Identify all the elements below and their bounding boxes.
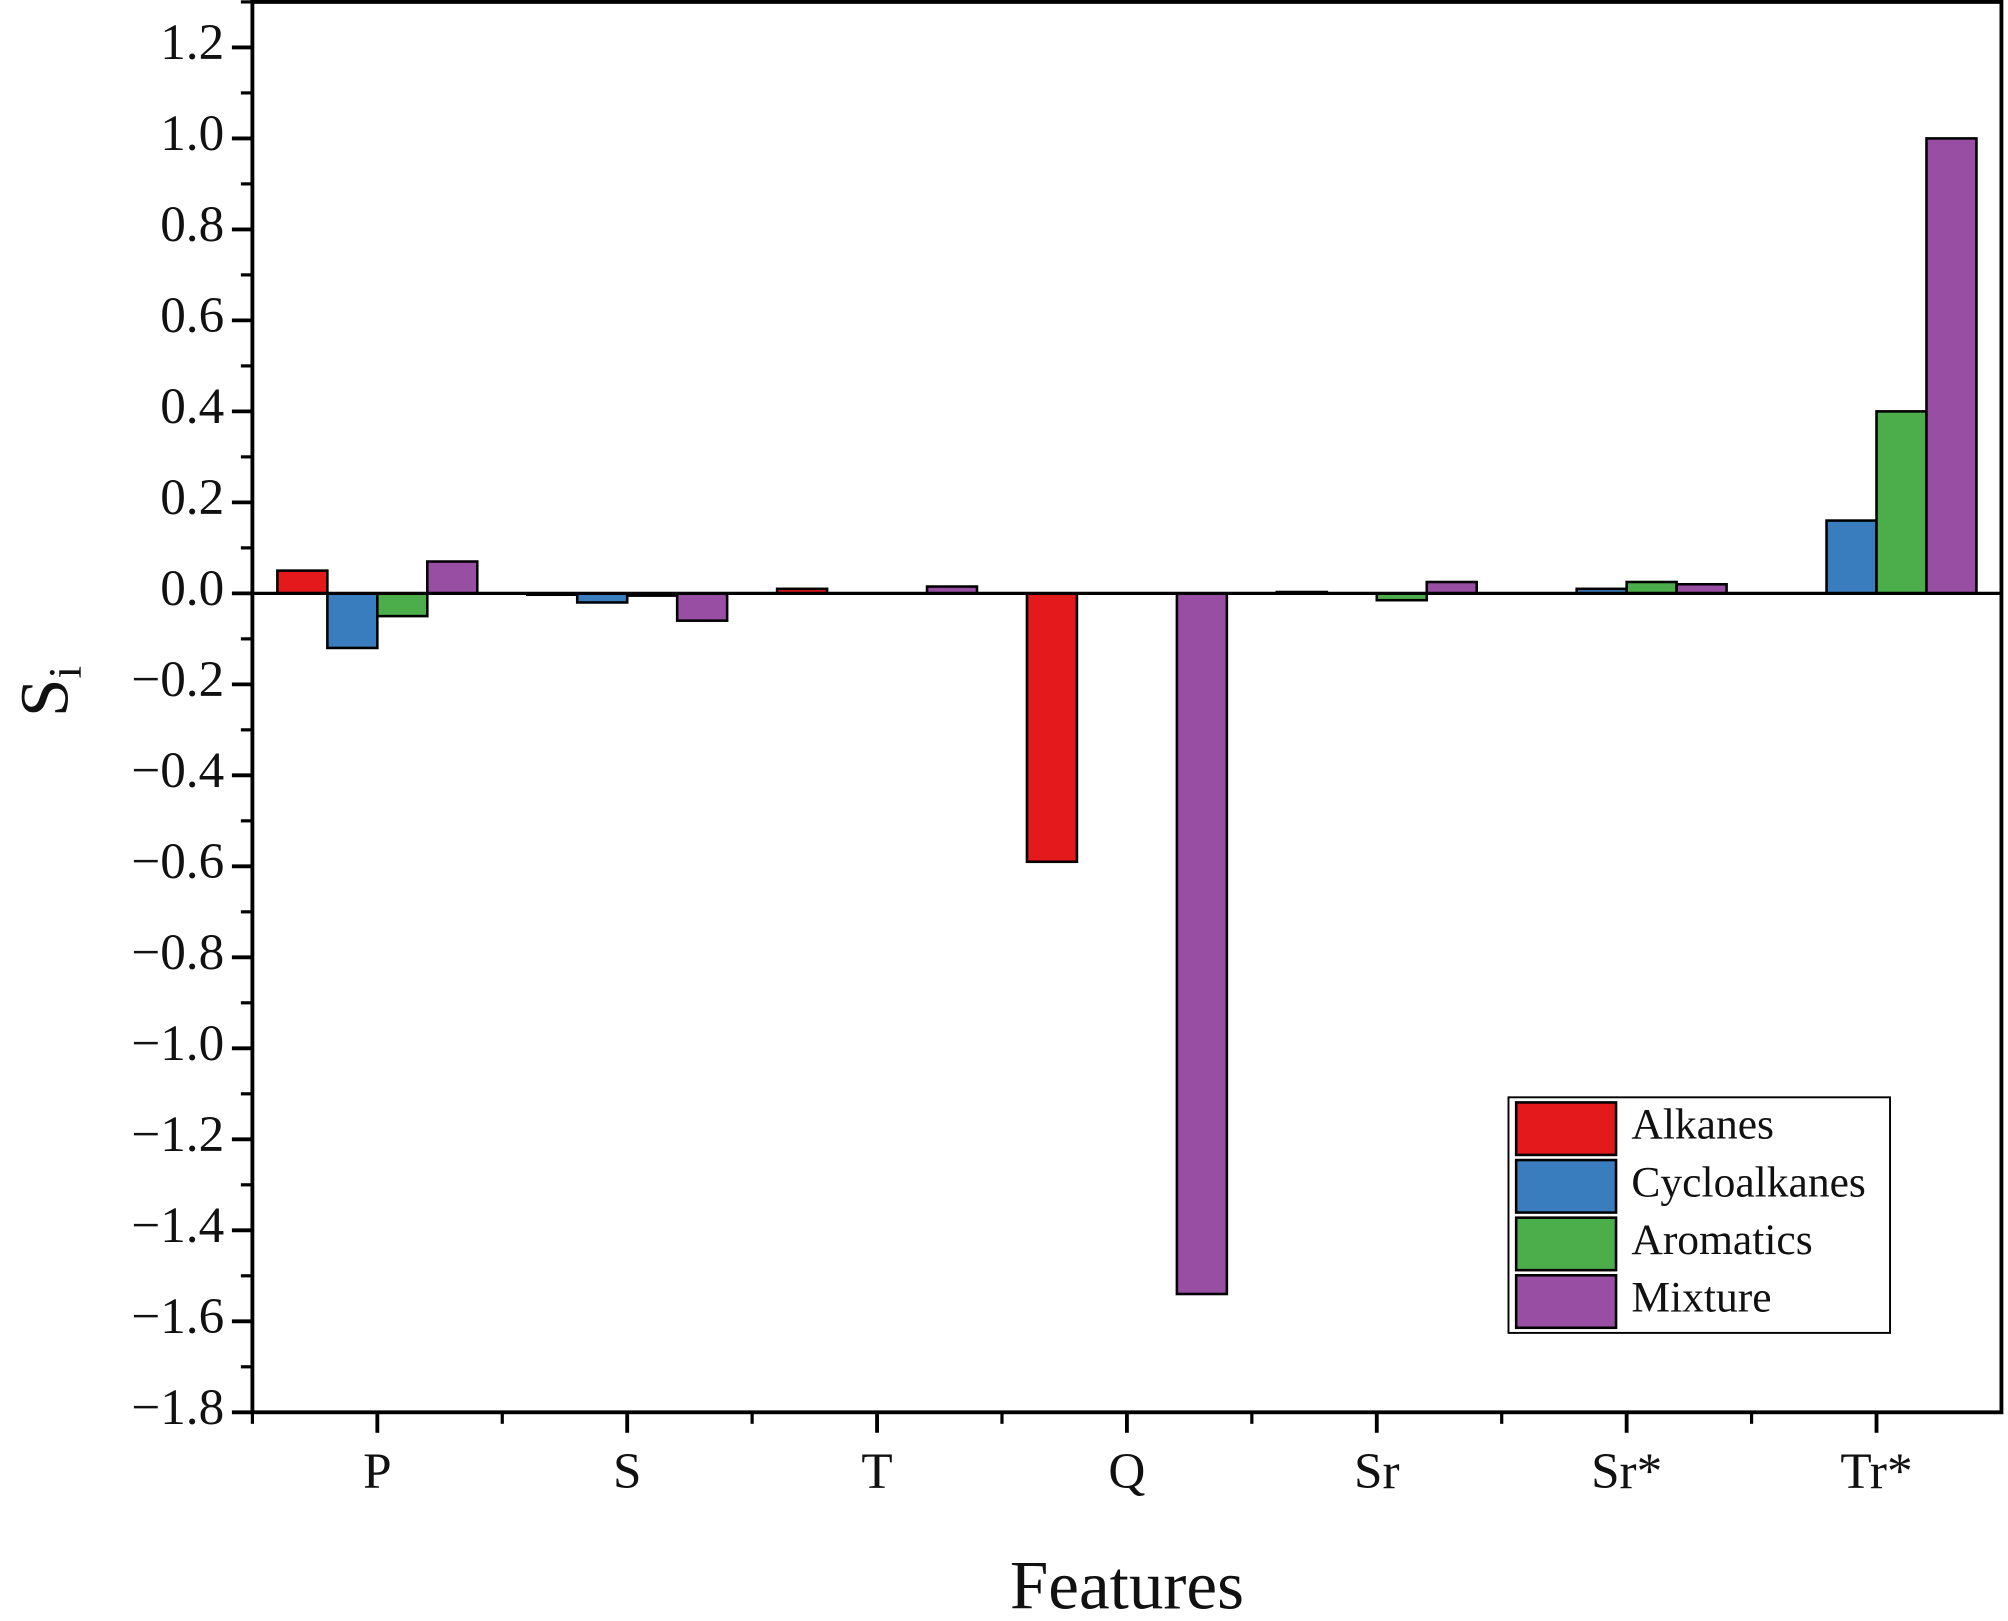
y-tick-label: 0.4 xyxy=(160,378,224,435)
x-tick-label: T xyxy=(861,1443,892,1500)
plot-frame xyxy=(250,0,2004,1415)
bar xyxy=(326,592,379,650)
legend-label: Alkanes xyxy=(1631,1101,1774,1149)
y-tick-label: 1.0 xyxy=(160,105,224,162)
y-tick-label: −0.2 xyxy=(131,651,224,708)
bar xyxy=(1825,519,1878,595)
x-tick-label: P xyxy=(363,1443,391,1500)
y-tick-label: −1.6 xyxy=(131,1288,224,1345)
x-tick-label: Tr* xyxy=(1840,1443,1912,1500)
y-label-subscript: i xyxy=(39,666,90,679)
legend-label: Aromatics xyxy=(1631,1216,1812,1264)
y-tick-label: 0.8 xyxy=(160,196,224,253)
bar xyxy=(1425,580,1479,595)
bar xyxy=(426,560,479,595)
y-tick-label: −0.6 xyxy=(131,833,224,890)
y-axis-label-group: Si xyxy=(5,666,90,717)
y-tick-label: 0.2 xyxy=(160,469,224,526)
y-axis-label: Si xyxy=(5,666,90,717)
bar xyxy=(1175,592,1229,1296)
y-tick-label: −1.2 xyxy=(131,1106,224,1163)
x-tick-label: S xyxy=(613,1443,641,1500)
legend-label: Mixture xyxy=(1631,1274,1771,1322)
legend-swatch xyxy=(1514,1101,1618,1157)
legend-swatch xyxy=(1514,1216,1618,1272)
legend-label: Cycloalkanes xyxy=(1631,1158,1865,1206)
bar xyxy=(276,569,329,595)
x-tick-label: Sr xyxy=(1354,1443,1400,1500)
y-tick-label: −1.4 xyxy=(131,1197,224,1254)
bar xyxy=(1925,137,1978,595)
y-tick-label: 0.6 xyxy=(160,287,224,344)
y-tick-label: −0.8 xyxy=(131,924,224,981)
bar xyxy=(1625,580,1678,595)
y-tick-label: 0.0 xyxy=(160,560,224,617)
x-tick-label: Sr* xyxy=(1591,1443,1662,1500)
legend-swatch xyxy=(1514,1274,1618,1330)
y-tick-label: −1.8 xyxy=(131,1379,224,1436)
bar xyxy=(1875,410,1928,595)
y-label-main: S xyxy=(5,679,82,717)
y-tick-label: −0.4 xyxy=(131,742,224,799)
bar xyxy=(376,592,429,618)
x-tick-label: Q xyxy=(1108,1443,1145,1500)
y-tick-label: 1.2 xyxy=(160,14,224,71)
y-tick-label: −1.0 xyxy=(131,1015,224,1072)
x-axis-label: Features xyxy=(1010,1547,1244,1621)
bar xyxy=(1025,592,1079,864)
bar xyxy=(675,592,729,622)
legend-swatch xyxy=(1514,1158,1618,1214)
